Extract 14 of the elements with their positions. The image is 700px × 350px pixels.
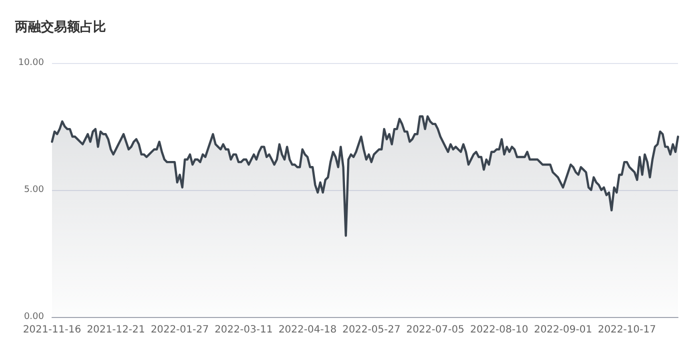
x-tick-label: 2022-05-27 — [342, 324, 400, 336]
chart-title: 两融交易额占比 — [14, 19, 106, 35]
x-tick-label: 2021-11-16 — [22, 324, 82, 336]
x-tick-label: 2022-08-10 — [470, 324, 528, 336]
y-tick-label: 10.00 — [18, 58, 44, 68]
x-tick-label: 2022-03-11 — [214, 324, 273, 336]
y-tick-label: 0.00 — [24, 312, 44, 322]
x-tick-label: 2022-04-18 — [278, 324, 337, 336]
x-tick-label: 2021-12-21 — [86, 324, 145, 336]
y-tick-label: 5.00 — [24, 185, 44, 195]
x-tick-label: 2022-07-05 — [406, 324, 464, 336]
x-tick-label: 2022-09-01 — [534, 324, 592, 336]
x-tick-label: 2022-01-27 — [150, 324, 209, 336]
x-tick-label: 2022-10-17 — [598, 324, 656, 336]
